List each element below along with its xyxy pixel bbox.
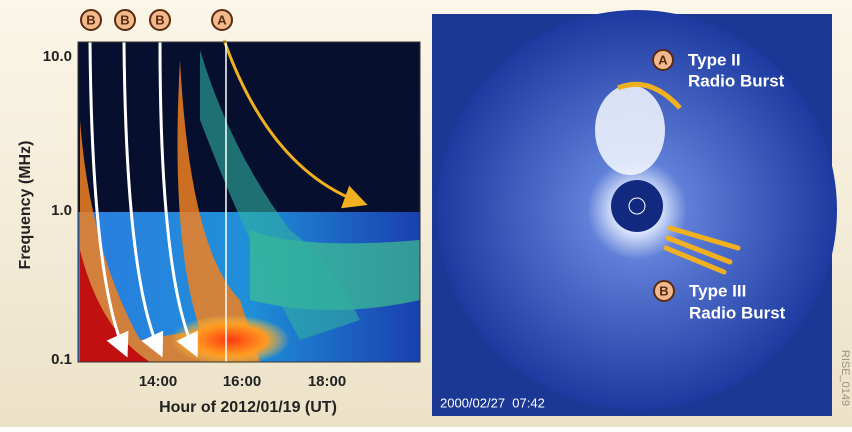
figure: B B B A 10.0 1.0 0.1 Frequency (MHz) 14:… bbox=[0, 0, 852, 427]
occulter bbox=[611, 180, 663, 232]
label: Type III bbox=[689, 281, 746, 300]
x-tick-label: 14:00 bbox=[139, 373, 177, 390]
label: Radio Burst bbox=[689, 303, 786, 322]
page: B B B A 10.0 1.0 0.1 Frequency (MHz) 14:… bbox=[0, 0, 852, 427]
y-tick-label: 10.0 bbox=[43, 48, 72, 65]
marker: B bbox=[155, 12, 164, 27]
y-tick-label: 0.1 bbox=[51, 351, 72, 368]
y-tick-label: 1.0 bbox=[51, 202, 72, 219]
marker: A bbox=[217, 12, 227, 27]
hot-region bbox=[170, 315, 290, 365]
x-axis-label: Hour of 2012/01/19 (UT) bbox=[159, 399, 337, 416]
y-axis-label: Frequency (MHz) bbox=[17, 141, 34, 270]
marker: B bbox=[659, 283, 668, 298]
marker: B bbox=[86, 12, 95, 27]
x-tick-label: 16:00 bbox=[223, 373, 261, 390]
marker: B bbox=[120, 12, 129, 27]
credit: RISE_0149 bbox=[839, 350, 851, 406]
timestamp: 2000/02/27 07:42 bbox=[440, 395, 545, 410]
label: Radio Burst bbox=[688, 71, 785, 90]
x-tick-label: 18:00 bbox=[308, 373, 346, 390]
cme bbox=[595, 85, 665, 175]
marker: A bbox=[658, 52, 668, 67]
label: Type II bbox=[688, 50, 741, 69]
spectrogram bbox=[78, 40, 420, 365]
